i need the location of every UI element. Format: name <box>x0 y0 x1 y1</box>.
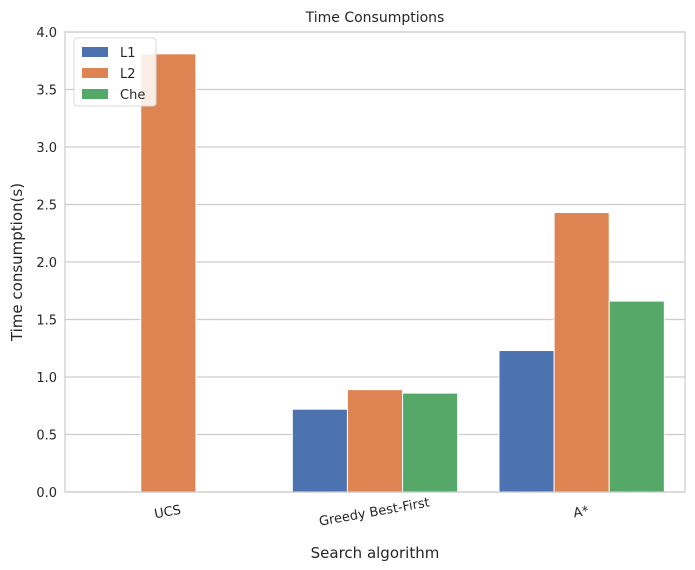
bar-l1-1 <box>291 408 348 493</box>
bar-l2-1 <box>346 389 404 493</box>
legend-swatch-l1 <box>82 47 108 57</box>
y-tick-label: 0.5 <box>36 429 57 444</box>
y-tick-label: 4.0 <box>36 26 57 41</box>
legend-label-l1: L1 <box>120 46 136 61</box>
y-tick-label: 3.0 <box>36 141 57 156</box>
x-axis-label: Search algorithm <box>311 544 440 562</box>
legend-swatch-l2 <box>82 68 108 78</box>
x-tick-label: UCS <box>153 503 182 522</box>
x-tick-label: Greedy Best-First <box>318 495 431 529</box>
bar-che-2 <box>608 300 665 493</box>
y-axis-label: Time consumption(s) <box>8 183 26 342</box>
bar-l2-0 <box>140 53 197 493</box>
y-tick-label: 0.0 <box>36 486 57 501</box>
y-tick-label: 2.5 <box>36 199 57 214</box>
legend-label-che: Che <box>120 88 145 103</box>
bar-l2-2 <box>553 212 610 493</box>
plot-frame <box>64 31 686 493</box>
bar-l1-2 <box>498 350 555 493</box>
chart-title: Time Consumptions <box>305 10 445 26</box>
x-tick-labels: UCS Greedy Best-First A* <box>153 495 590 529</box>
y-tick-labels: 0.0 0.5 1.0 1.5 2.0 2.5 3.0 3.5 4.0 <box>36 26 57 501</box>
x-tick-label: A* <box>572 504 590 522</box>
y-tick-label: 2.0 <box>36 256 57 271</box>
bars <box>140 53 665 493</box>
legend-swatch-che <box>82 89 108 99</box>
legend: L1 L2 Che <box>73 37 157 107</box>
y-tick-label: 3.5 <box>36 84 57 99</box>
y-tick-label: 1.5 <box>36 314 57 329</box>
y-tick-label: 1.0 <box>36 371 57 386</box>
bar-che-1 <box>402 392 459 493</box>
legend-label-l2: L2 <box>120 67 136 82</box>
